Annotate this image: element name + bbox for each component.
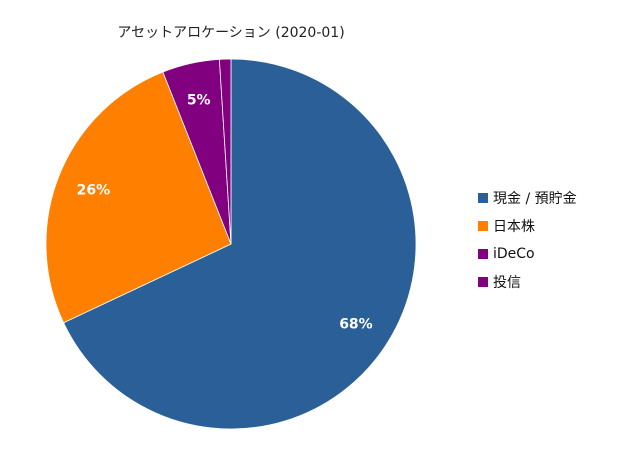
- legend-swatch: [478, 249, 488, 259]
- legend: 現金 / 預貯金 日本株 iDeCo 投信: [478, 184, 577, 296]
- legend-item-japan-stocks[interactable]: 日本株: [478, 212, 577, 240]
- slice-percent-label: 5%: [187, 93, 211, 109]
- legend-swatch: [478, 277, 488, 287]
- slice-percent-label: 26%: [77, 183, 111, 199]
- legend-item-cash[interactable]: 現金 / 預貯金: [478, 184, 577, 212]
- legend-swatch: [478, 221, 488, 231]
- legend-label: 日本株: [493, 219, 535, 235]
- legend-label: iDeCo: [493, 246, 535, 262]
- legend-label: 投信: [493, 275, 521, 291]
- pie-slice[interactable]: [218, 58, 232, 245]
- chart-title: アセットアロケーション (2020-01): [117, 25, 345, 41]
- pie-slice[interactable]: [63, 58, 417, 430]
- legend-item-ideco[interactable]: iDeCo: [478, 240, 577, 268]
- pie-slice[interactable]: [45, 71, 232, 324]
- slice-percent-label: 68%: [339, 316, 373, 332]
- legend-item-mutual-funds[interactable]: 投信: [478, 268, 577, 296]
- legend-swatch: [478, 193, 488, 203]
- legend-label: 現金 / 預貯金: [493, 191, 577, 207]
